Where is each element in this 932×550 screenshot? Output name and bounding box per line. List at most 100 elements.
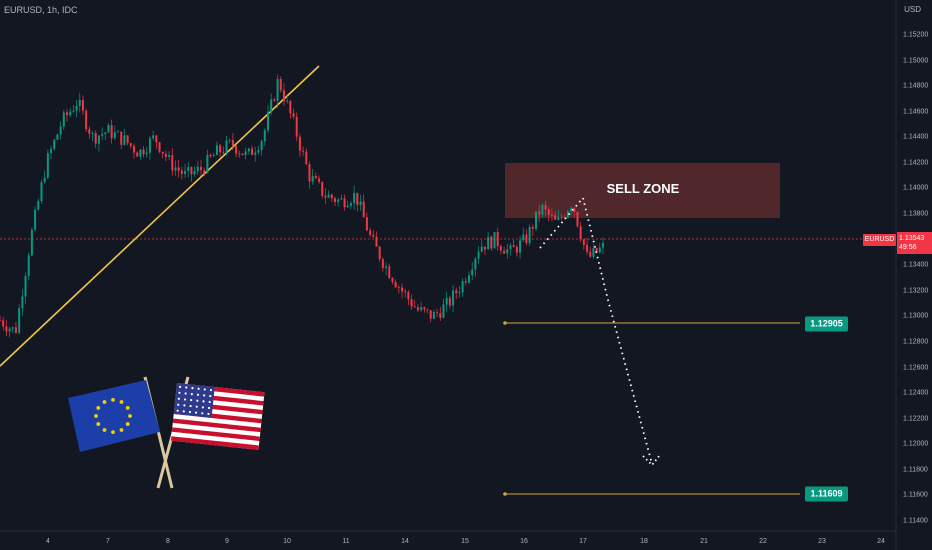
candle-body [528,226,531,244]
candle-body [254,152,257,155]
candle-body [238,153,241,155]
candle-body [378,246,381,260]
candle-body [139,149,142,157]
candle-body [34,209,37,230]
candle-body [30,229,33,256]
level-label-2[interactable]: 1.11609 [805,486,848,502]
price-axis-tick: 1.12200 [903,415,929,423]
candle-body [260,141,263,151]
candle-body [180,170,183,174]
price-axis-tick: 1.14800 [903,82,929,90]
candle-body [289,100,292,114]
candle-body [487,236,490,250]
candle-body [490,236,493,249]
time-axis-tick: 17 [579,538,587,545]
price-axis-tick: 1.14000 [903,184,929,192]
candle-body [298,136,301,151]
candle-body [327,194,330,198]
candle-body [110,124,113,139]
candle-body [343,198,346,208]
trendline[interactable] [0,65,320,367]
candle-body [97,135,100,144]
candle-body [305,151,308,165]
candle-body [439,312,442,318]
time-axis-tick: 7 [106,538,110,545]
candle-body [506,249,509,254]
candle-body [174,167,177,171]
candle-body [318,178,321,182]
price-axis-tick: 1.14600 [903,108,929,116]
candle-body [107,124,110,133]
candle-body [200,166,202,171]
candle-body [2,320,5,327]
time-axis-tick: 24 [877,538,885,545]
candle-body [50,148,53,154]
time-axis-tick: 15 [461,538,469,545]
candle-body [241,153,244,156]
candle-body [353,192,356,204]
candle-body [62,112,65,127]
eu-star-icon [94,414,98,418]
price-axis-tick: 1.15200 [903,31,929,39]
candle-body [43,177,46,183]
candle-body [120,131,123,145]
candle-body [349,203,352,206]
time-axis-tick: 8 [166,538,170,545]
candle-body [273,99,276,101]
candle-body [531,226,534,229]
price-axis-tick: 1.15000 [903,57,929,65]
sell-zone[interactable] [505,163,780,218]
price-axis-tick: 1.14400 [903,133,929,141]
candle-body [547,209,550,215]
candle-body [563,217,566,219]
candle-body [113,132,116,139]
candle-body [164,153,167,157]
eu-star-icon [96,406,101,410]
candle-body [464,280,467,283]
candle-body [448,297,451,306]
price-axis-tick: 1.11400 [903,517,928,525]
candle-body [582,239,585,245]
candle-body [251,148,254,155]
eu-star-icon [119,400,124,404]
price-axis-tick: 1.13200 [903,287,929,295]
candle-body [193,171,196,175]
price-axis-tick: 1.11600 [903,491,928,499]
time-axis-tick: 11 [342,538,350,545]
candle-body [535,211,537,229]
level-label-1[interactable]: 1.12905 [805,316,848,332]
candle-body [136,152,139,157]
candle-body [426,309,429,311]
candle-body [413,306,416,308]
candle-body [129,143,132,146]
price-axis-tick: 1.11800 [903,466,928,474]
candle-body [302,150,305,152]
candle-body [538,211,541,215]
candle-body [334,198,336,203]
candle-body [40,182,43,202]
time-axis-tick: 16 [520,538,528,545]
candle-body [126,135,129,144]
candle-body [257,150,260,153]
candle-body [21,296,24,309]
candle-body [598,247,601,253]
candle-body [46,153,49,178]
candle-body [152,135,155,139]
candle-body [458,292,461,294]
candle-body [404,291,407,293]
candle-body [570,207,573,212]
candle-body [550,214,553,216]
candle-body [455,290,458,294]
candle-body [602,242,604,248]
candle-body [203,170,206,173]
candle-body [85,110,88,130]
eu-star-icon [111,397,115,402]
candle-body [69,111,72,116]
candle-body [14,327,17,333]
eu-flag-icon [68,376,174,489]
symbol-header[interactable]: EURUSD, 1h, IDC [4,5,78,15]
candle-body [18,308,21,333]
candle-body [468,275,470,283]
price-axis-tick: 1.13800 [903,210,929,218]
